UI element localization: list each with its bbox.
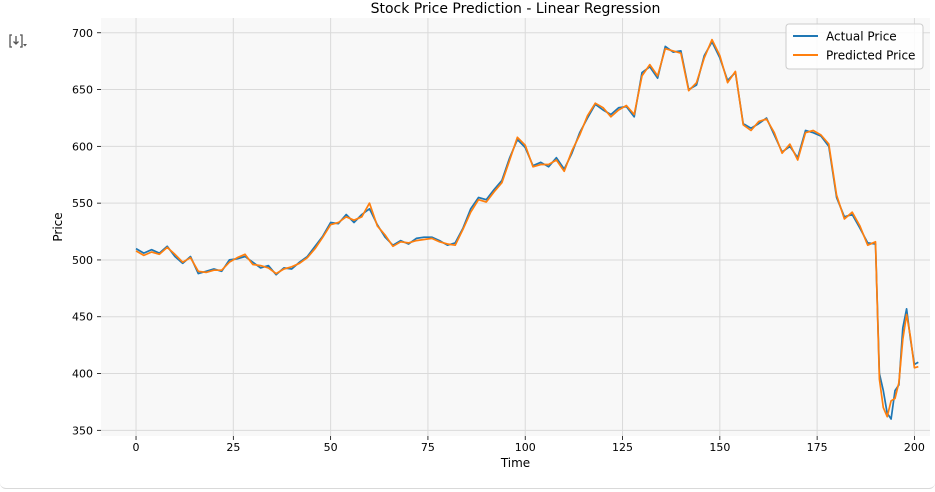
y-tick-label: 550 xyxy=(72,197,93,210)
y-tick-label: 650 xyxy=(72,84,93,97)
series-lines xyxy=(135,38,919,420)
legend: Actual Price Predicted Price xyxy=(785,23,924,70)
x-axis-label: Time xyxy=(500,456,530,470)
legend-box xyxy=(785,23,924,70)
x-tick-label: 75 xyxy=(421,441,435,454)
x-tick-label: 200 xyxy=(904,441,925,454)
x-tick-label: 50 xyxy=(324,441,338,454)
x-tick-label: 100 xyxy=(515,441,536,454)
x-tick-label: 25 xyxy=(226,441,240,454)
y-tick-label: 450 xyxy=(72,311,93,324)
y-tick-label: 500 xyxy=(72,254,93,267)
chart-svg: 350 400 450 500 550 600 650 700 0 25 50 75 100 125 15… xyxy=(51,1,930,470)
y-axis-label: Price xyxy=(51,212,65,241)
x-tick-label: 125 xyxy=(612,441,633,454)
legend-label-predicted: Predicted Price xyxy=(826,49,915,63)
series-line-predicted-price xyxy=(135,38,919,418)
line-chart: 350 400 450 500 550 600 650 700 0 25 50 75 100 125 15… xyxy=(51,1,930,470)
x-gridlines xyxy=(135,18,915,436)
x-tick-label: 0 xyxy=(133,441,140,454)
y-tick-label: 400 xyxy=(72,368,93,381)
y-axis-ticks: 350 400 450 500 550 600 650 700 xyxy=(72,27,101,437)
y-tick-label: 600 xyxy=(72,140,93,153)
plot-area xyxy=(101,18,930,436)
x-tick-label: 175 xyxy=(807,441,828,454)
legend-label-actual: Actual Price xyxy=(826,30,897,44)
x-axis-ticks: 0 25 50 75 100 125 150 175 200 xyxy=(133,436,925,454)
output-toggle-icon[interactable] xyxy=(6,30,30,54)
x-tick-label: 150 xyxy=(709,441,730,454)
y-tick-label: 700 xyxy=(72,27,93,40)
chart-title: Stock Price Prediction - Linear Regressi… xyxy=(371,1,661,17)
y-tick-label: 350 xyxy=(72,424,93,437)
